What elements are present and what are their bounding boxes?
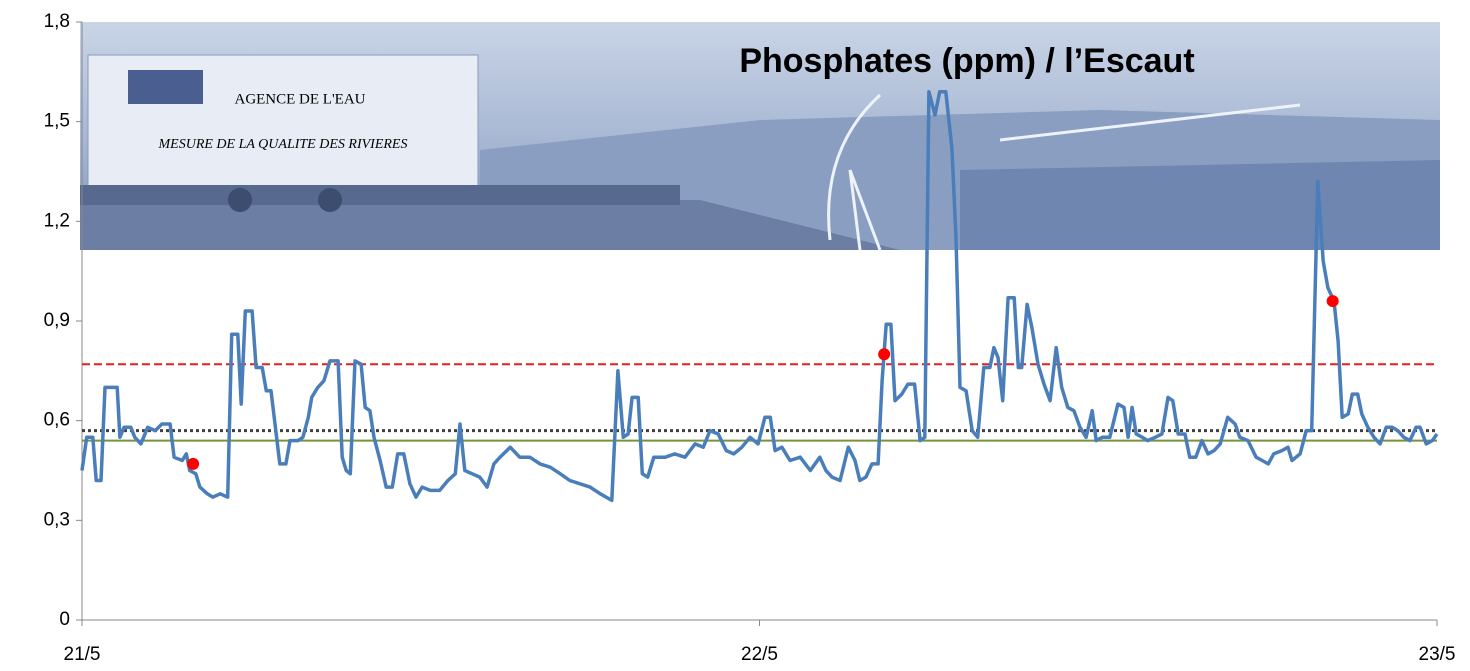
y-tick-label: 1,2 xyxy=(44,210,70,231)
y-tick-label: 0,6 xyxy=(44,410,70,431)
photo-text: MESURE DE LA QUALITE DES RIVIERES xyxy=(158,137,408,152)
chart-title: Phosphates (ppm) / l’Escaut xyxy=(739,42,1194,80)
data-line xyxy=(80,90,1439,503)
background-photo: AGENCE DE L'EAU MESURE DE LA QUALITE DES… xyxy=(80,22,1440,251)
y-tick-label: 1,8 xyxy=(44,11,70,32)
data-point xyxy=(878,348,891,361)
y-tick-label: 0 xyxy=(59,609,70,630)
data-point xyxy=(187,457,200,470)
data-point xyxy=(1326,295,1339,308)
x-tick-label: 21/5 xyxy=(64,644,101,665)
x-tick-label: 22/5 xyxy=(741,644,778,665)
y-tick-label: 0,3 xyxy=(44,509,70,530)
y-tick-label: 1,5 xyxy=(44,111,70,132)
x-tick-label: 23/5 xyxy=(1419,644,1456,665)
y-tick-label: 0,9 xyxy=(44,310,70,331)
photo-text: AGENCE DE L'EAU xyxy=(234,91,365,107)
